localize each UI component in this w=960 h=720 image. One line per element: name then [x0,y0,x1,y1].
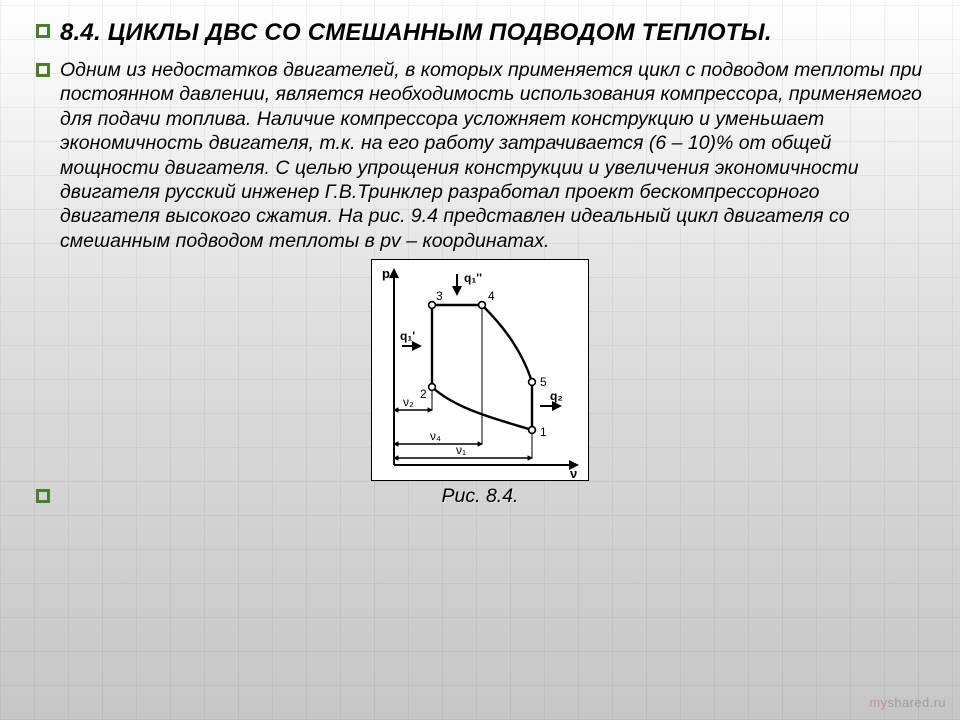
title-row: 8.4. ЦИКЛЫ ДВС СО СМЕШАННЫМ ПОДВОДОМ ТЕП… [36,18,924,48]
pv-diagram: p ν 1 2 3 4 5 [371,259,589,481]
dim-label: ν₂ [403,395,414,409]
flow-arrow-icon [500,323,512,337]
heat-label: q₁' [400,329,415,343]
node-4 [479,302,486,309]
diagram-container: p ν 1 2 3 4 5 [36,259,924,481]
node-label: 1 [540,425,547,439]
bullet-icon [36,63,50,77]
slide-body: Одним из недостатков двигателей, в котор… [60,58,924,253]
figure-caption: Рис. 8.4. [60,485,924,508]
slide: 8.4. ЦИКЛЫ ДВС СО СМЕШАННЫМ ПОДВОДОМ ТЕП… [0,0,960,720]
node-label: 4 [488,289,495,303]
axis-y-label: p [382,266,390,281]
bullet-icon [36,489,50,503]
watermark-prefix: my [869,695,887,710]
watermark: myshared.ru [869,695,946,710]
dim-label: ν₄ [430,429,441,443]
axis-x-label: ν [570,466,577,481]
flow-arrow-icon [462,408,482,413]
node-label: 2 [420,387,427,401]
heat-label: q₁'' [464,271,482,285]
heat-label: q₂ [550,389,563,403]
node-1 [529,427,536,434]
slide-title: 8.4. ЦИКЛЫ ДВС СО СМЕШАННЫМ ПОДВОДОМ ТЕП… [60,18,772,48]
caption-row: Рис. 8.4. [36,485,924,508]
curve-4-5 [482,305,532,382]
node-3 [429,302,436,309]
body-row: Одним из недостатков двигателей, в котор… [36,58,924,253]
node-label: 3 [436,289,443,303]
node-2 [429,384,436,391]
node-label: 5 [540,375,547,389]
dim-label: ν₁ [456,443,466,457]
bullet-icon [36,24,50,38]
watermark-suffix: shared.ru [887,695,946,710]
node-5 [529,379,536,386]
